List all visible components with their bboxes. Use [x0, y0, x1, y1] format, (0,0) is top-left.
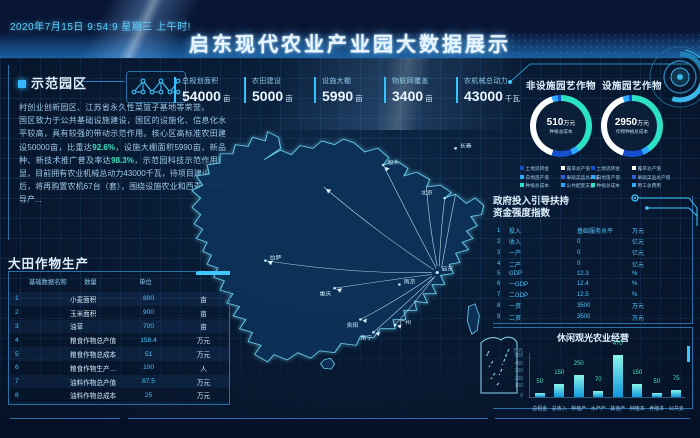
- svg-text:北京: 北京: [421, 189, 433, 196]
- svg-text:重庆: 重庆: [319, 290, 331, 297]
- svg-text:南京: 南京: [404, 278, 416, 285]
- svg-text:贵阳: 贵阳: [346, 321, 358, 328]
- svg-text:拉萨: 拉萨: [270, 254, 282, 261]
- svg-text:长春: 长春: [460, 142, 472, 149]
- svg-text:包头: 包头: [388, 158, 400, 165]
- svg-text:广州: 广州: [399, 319, 411, 326]
- svg-text:启东: 启东: [442, 265, 454, 272]
- svg-text:南宁: 南宁: [361, 334, 373, 341]
